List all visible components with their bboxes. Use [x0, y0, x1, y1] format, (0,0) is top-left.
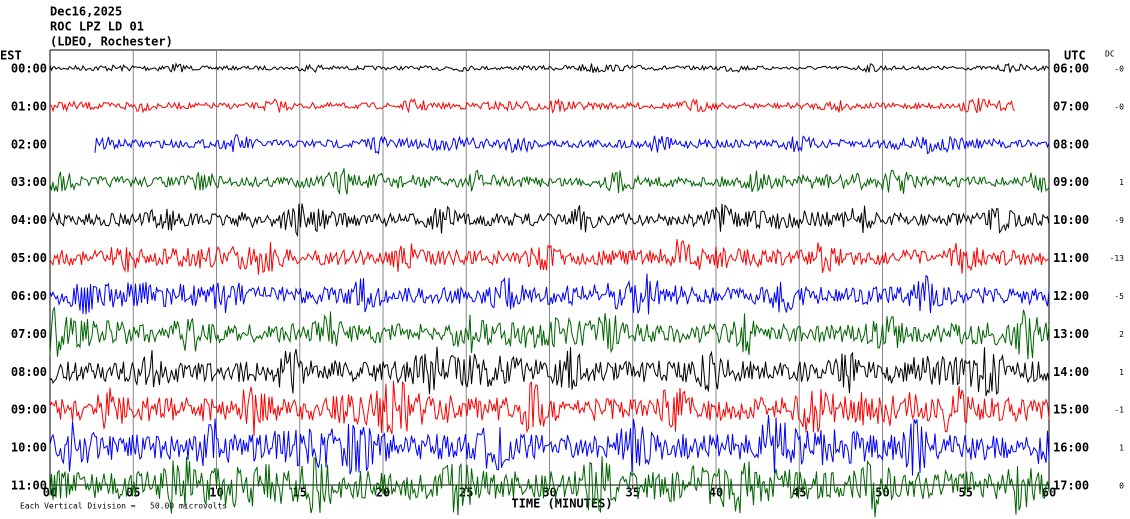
est-label: 10:00 [11, 441, 47, 455]
trace [49, 203, 1050, 238]
trace [49, 346, 1050, 397]
est-label: 00:00 [11, 62, 47, 76]
dc-label: 1 [1119, 368, 1124, 377]
dc-label: -0 [1114, 102, 1124, 111]
est-label: 11:00 [11, 479, 47, 493]
x-tick-label: 25 [459, 486, 473, 500]
header-date: Dec16,2025 [50, 5, 122, 19]
right-axis-title: UTC [1064, 49, 1086, 63]
footnote: Each Vertical Division = 50.00 microvolt… [20, 502, 227, 511]
utc-label: 07:00 [1053, 99, 1089, 113]
trace [49, 273, 1050, 315]
dc-label: -9 [1114, 216, 1124, 225]
header-station: ROC LPZ LD 01 [50, 20, 144, 34]
est-label: 05:00 [11, 251, 47, 265]
utc-label: 13:00 [1053, 327, 1089, 341]
est-label: 01:00 [11, 99, 47, 113]
utc-label: 14:00 [1053, 365, 1089, 379]
est-label: 02:00 [11, 137, 47, 151]
est-label: 09:00 [11, 403, 47, 417]
trace [94, 134, 1050, 155]
trace [49, 415, 1050, 476]
left-axis-title: EST [0, 49, 22, 63]
utc-label: 11:00 [1053, 251, 1089, 265]
dc-label: 2 [1119, 330, 1124, 339]
est-label: 03:00 [11, 175, 47, 189]
dc-label: -0 [1114, 65, 1124, 74]
trace [49, 456, 1050, 518]
dc-label: 1 [1119, 444, 1124, 453]
dc-title: DC [1105, 50, 1115, 59]
est-label: 06:00 [11, 289, 47, 303]
est-label: 04:00 [11, 213, 47, 227]
dc-label: 0 [1119, 482, 1124, 491]
utc-label: 06:00 [1053, 62, 1089, 76]
trace [49, 62, 1050, 74]
dc-label: -1 [1114, 406, 1124, 415]
dc-label: -5 [1114, 292, 1124, 301]
x-axis-label: TIME (MINUTES) [511, 497, 612, 511]
trace [49, 98, 1015, 114]
trace [49, 380, 1050, 436]
utc-label: 10:00 [1053, 213, 1089, 227]
header-network: (LDEO, Rochester) [50, 35, 173, 49]
utc-label: 08:00 [1053, 137, 1089, 151]
est-label: 08:00 [11, 365, 47, 379]
utc-label: 15:00 [1053, 403, 1089, 417]
trace [49, 239, 1050, 275]
dc-label: -13 [1110, 254, 1125, 263]
trace [49, 306, 1050, 360]
dc-label: 1 [1119, 178, 1124, 187]
utc-label: 12:00 [1053, 289, 1089, 303]
trace [49, 168, 1050, 196]
utc-label: 09:00 [1053, 175, 1089, 189]
utc-label: 16:00 [1053, 441, 1089, 455]
utc-label: 17:00 [1053, 479, 1089, 493]
x-tick-label: 30 [542, 486, 556, 500]
est-label: 07:00 [11, 327, 47, 341]
